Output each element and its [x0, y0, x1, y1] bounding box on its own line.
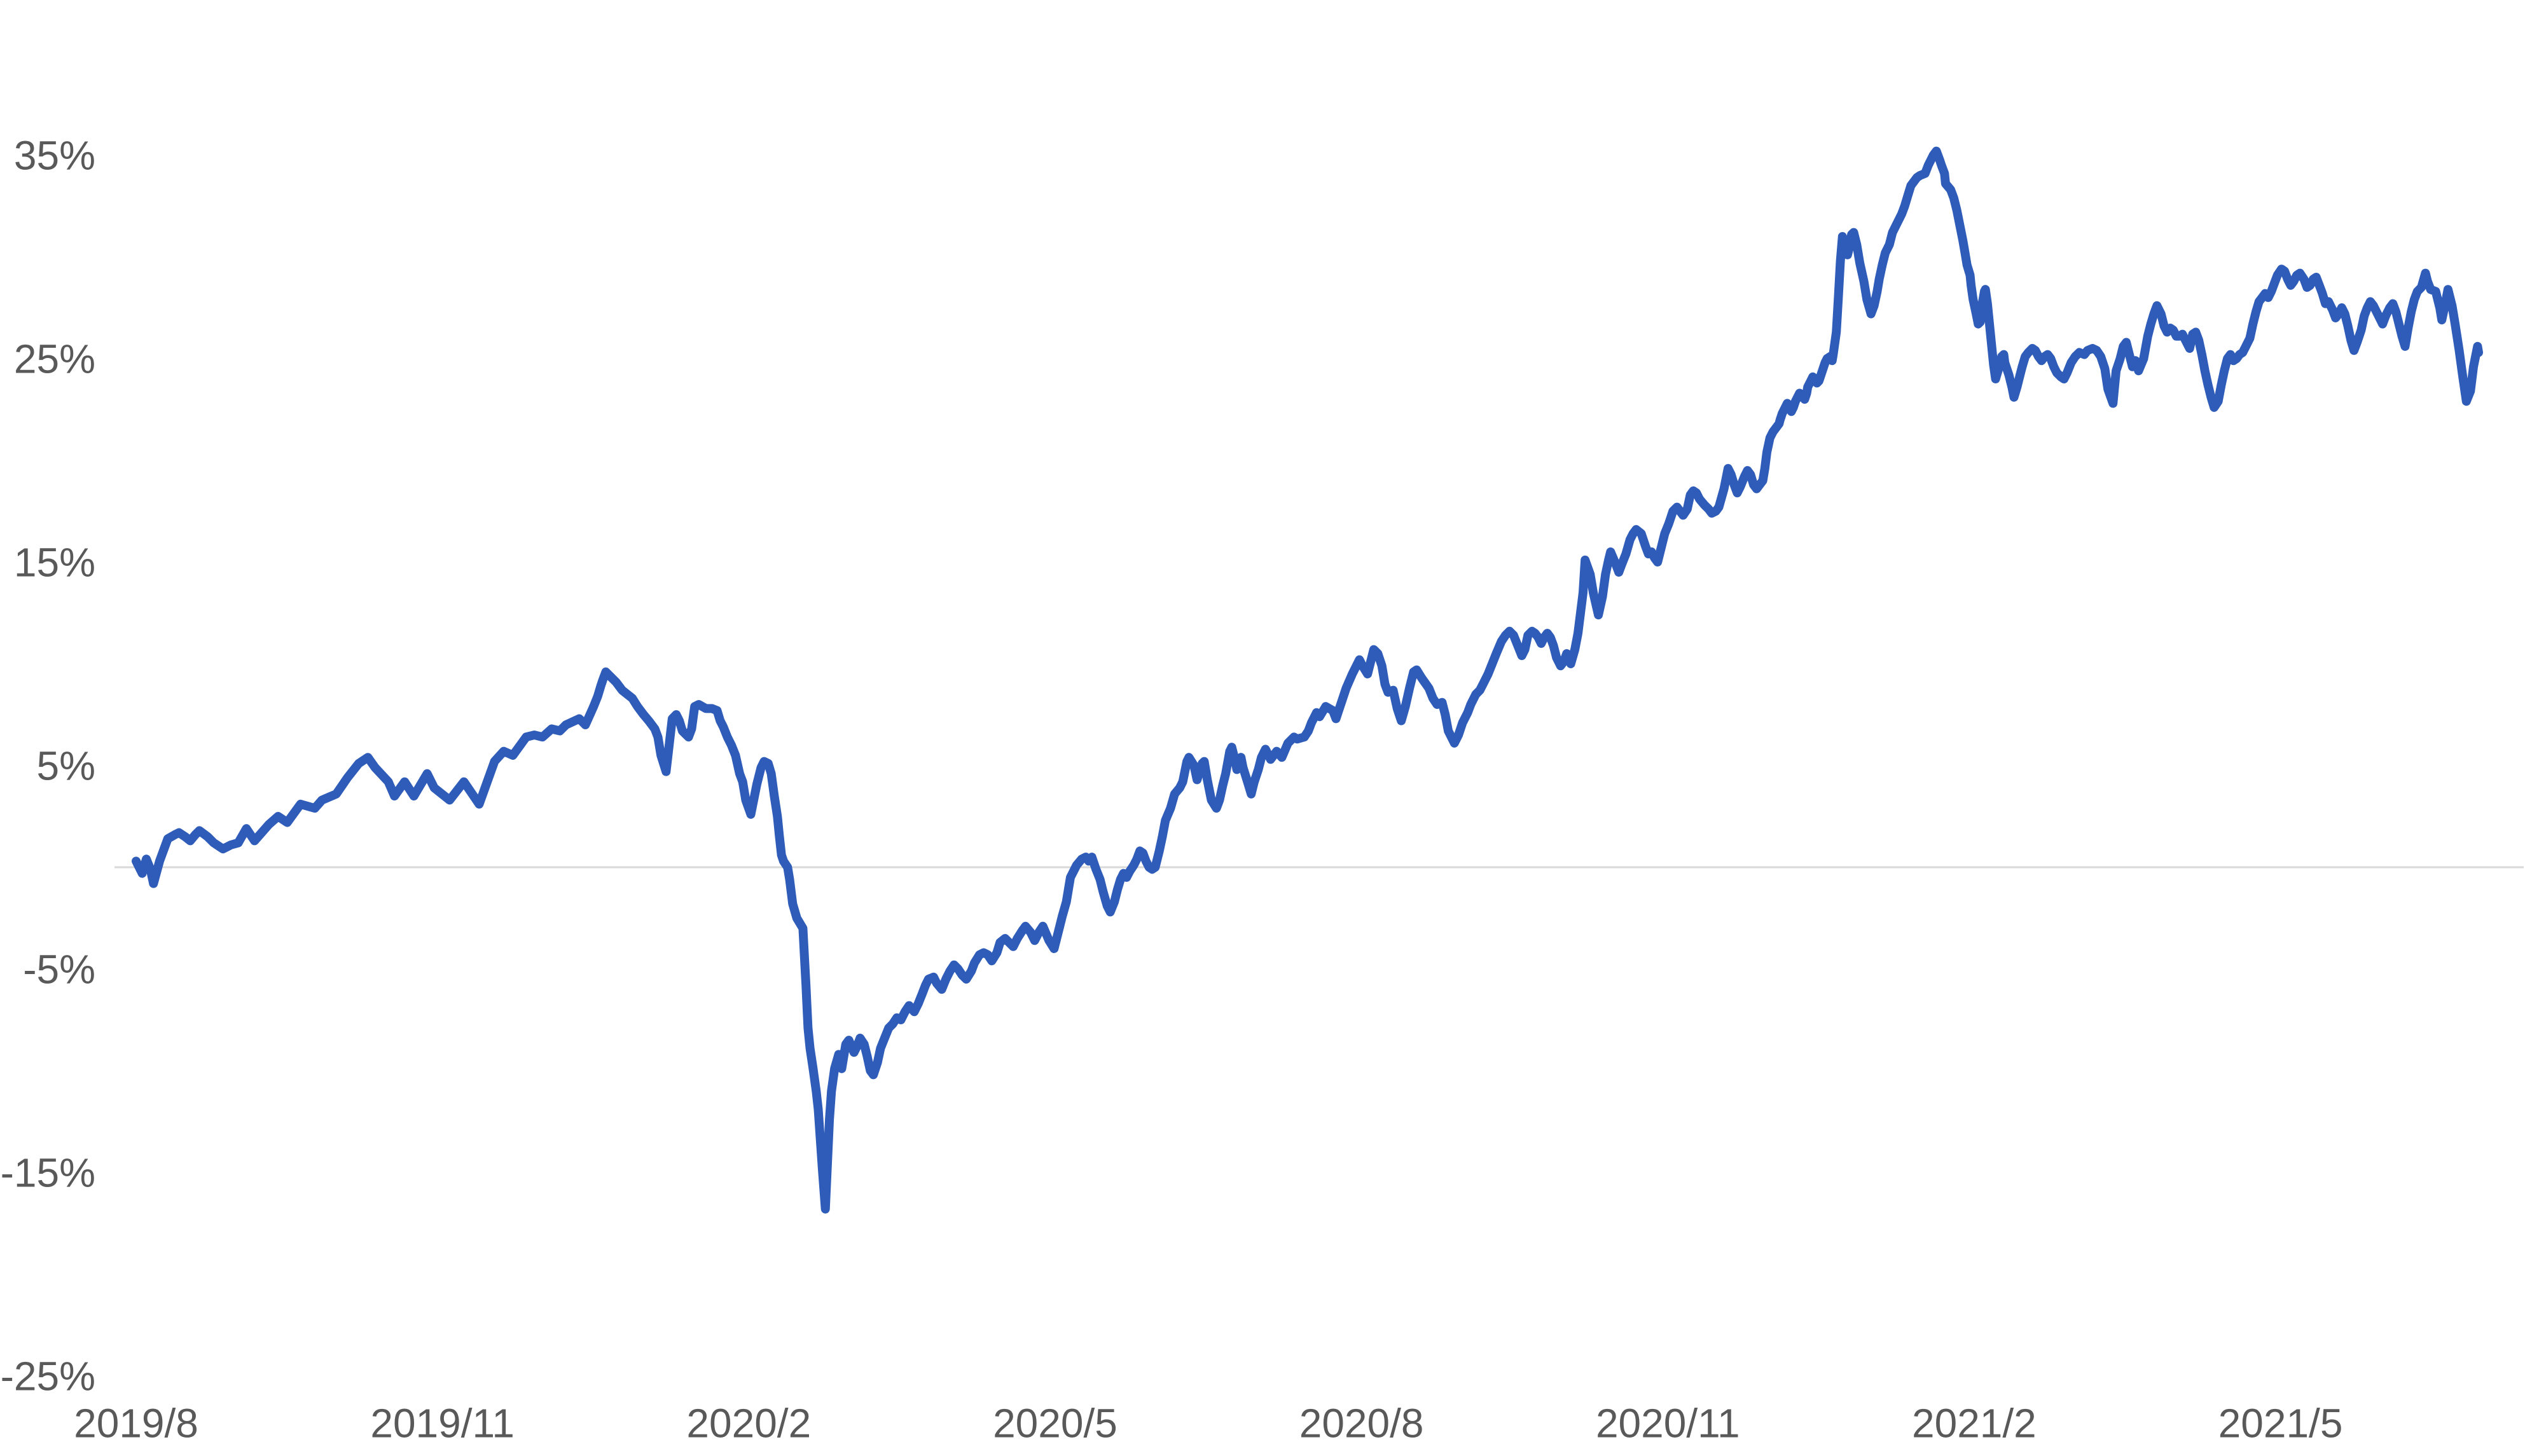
y-tick-label: 25%	[14, 336, 95, 381]
x-tick-label: 2019/8	[74, 1400, 198, 1446]
x-tick-label: 2021/2	[1912, 1400, 2037, 1446]
x-tick-label: 2020/2	[686, 1400, 811, 1446]
y-tick-label: -5%	[23, 946, 95, 992]
y-tick-label: -15%	[1, 1150, 95, 1195]
y-tick-label: 35%	[14, 132, 95, 178]
y-axis-tick-labels: 35% 25% 15% 5% -5% -15% -25%	[1, 132, 95, 1399]
x-tick-label: 2020/11	[1596, 1400, 1740, 1446]
x-tick-label: 2019/11	[370, 1400, 515, 1446]
series-line	[132, 146, 2483, 1214]
y-tick-label: 15%	[14, 539, 95, 585]
y-tick-label: -25%	[1, 1353, 95, 1399]
x-axis-tick-labels: 2019/8 2019/11 2020/2 2020/5 2020/8 2020/11 20…	[74, 1400, 2342, 1446]
x-tick-label: 2020/5	[993, 1400, 1117, 1446]
y-tick-label: 5%	[37, 743, 96, 788]
x-tick-label: 2020/8	[1299, 1400, 1424, 1446]
x-tick-label: 2021/5	[2218, 1400, 2343, 1446]
